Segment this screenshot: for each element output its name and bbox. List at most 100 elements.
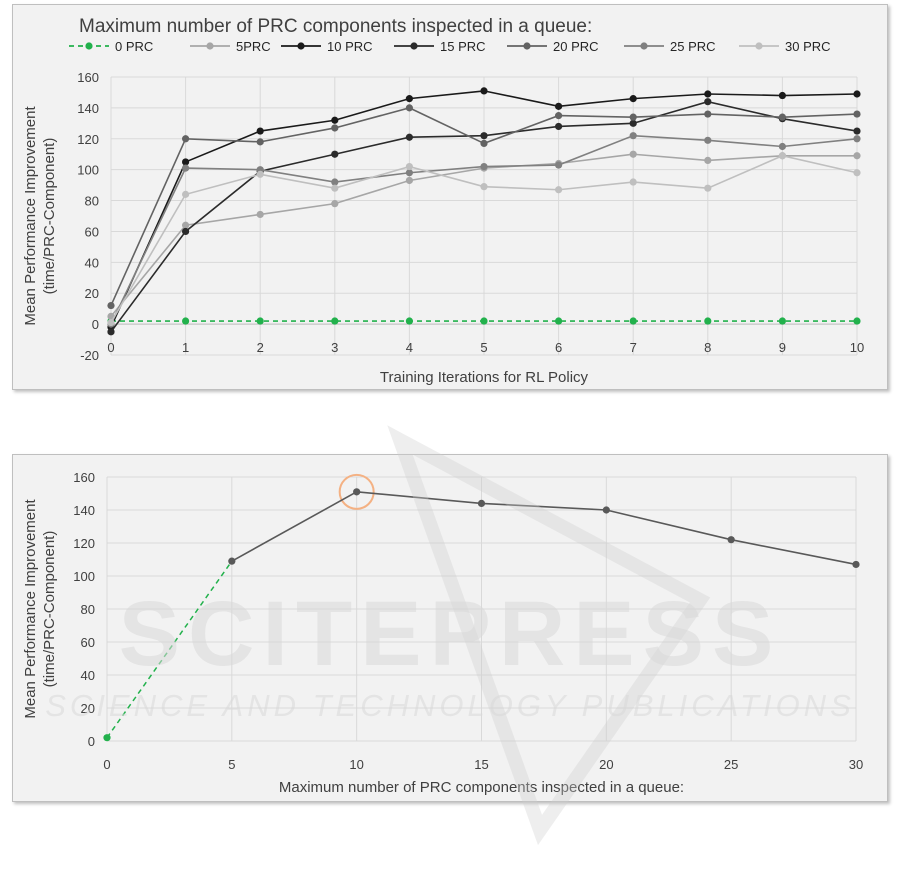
data-point (405, 95, 413, 103)
x-tick-label: 20 (599, 757, 613, 772)
data-point (629, 113, 637, 121)
data-point (182, 135, 190, 143)
y-tick-label: 40 (85, 255, 99, 270)
data-point (256, 170, 264, 178)
data-point (331, 178, 339, 186)
data-point (555, 102, 563, 110)
data-point (629, 317, 637, 325)
y-tick-label: 140 (77, 101, 99, 116)
data-point (555, 112, 563, 120)
x-tick-label: 6 (555, 340, 562, 355)
y-tick-label: 100 (73, 569, 95, 584)
data-point (555, 122, 563, 131)
data-point (182, 164, 190, 172)
legend-marker (410, 42, 418, 50)
x-tick-label: 2 (257, 340, 264, 355)
x-tick-label: 30 (849, 757, 863, 772)
y-tick-label: 0 (88, 734, 95, 749)
y-tick-label: 100 (77, 163, 99, 178)
data-point (256, 210, 264, 219)
data-point (555, 161, 563, 169)
data-point (331, 200, 339, 208)
x-tick-label: 10 (349, 757, 363, 772)
data-point (103, 734, 111, 742)
y-axis-title-line: Mean Performance Improvement (22, 499, 39, 719)
data-point (629, 178, 637, 186)
data-point (331, 124, 339, 132)
x-tick-label: 3 (331, 340, 338, 355)
data-point (704, 317, 712, 325)
data-point (405, 317, 413, 325)
dashed-segment-line (106, 560, 233, 739)
legend-label: 5PRC (236, 39, 271, 54)
y-tick-label: 20 (85, 286, 99, 301)
x-tick-label: 7 (630, 340, 637, 355)
legend-label: 20 PRC (553, 39, 599, 54)
data-point (629, 150, 637, 158)
data-point (852, 560, 860, 569)
x-tick-label: 8 (704, 340, 711, 355)
legend-label: 10 PRC (327, 39, 373, 54)
data-point (853, 90, 861, 98)
legend-label: 25 PRC (670, 39, 716, 54)
x-tick-label: 1 (182, 340, 189, 355)
x-tick-label: 0 (107, 340, 114, 355)
x-tick-label: 4 (406, 340, 413, 355)
max-prc-chart: 0 20 40 60 80 100 120 140 160 0 5 10 15 20 25 30 Maximum… (22, 470, 863, 796)
data-point (477, 499, 486, 507)
data-point (778, 91, 787, 100)
x-axis-title: Training Iterations for RL Policy (380, 369, 589, 386)
data-point (778, 152, 787, 160)
legend-label: 15 PRC (440, 39, 486, 54)
data-point (778, 142, 787, 151)
x-tick-label: 5 (228, 757, 235, 772)
y-axis-title-line: (time/PRC-Component) (41, 531, 58, 688)
y-tick-label: 60 (85, 224, 99, 239)
data-point (480, 87, 488, 95)
training-iterations-chart: Maximum number of PRC components inspect… (22, 16, 864, 386)
data-point (182, 317, 190, 325)
data-point (602, 506, 610, 514)
data-point (256, 127, 264, 135)
training-iterations-chart-panel: Maximum number of PRC components inspect… (12, 4, 888, 390)
data-point (182, 190, 190, 198)
data-point (853, 169, 861, 177)
data-point (704, 98, 712, 106)
data-point (405, 176, 413, 185)
data-point (778, 113, 787, 121)
x-tick-label: 9 (779, 340, 786, 355)
data-point (405, 104, 413, 112)
chart-title: Maximum number of PRC components inspect… (79, 16, 592, 37)
data-point (555, 317, 563, 325)
y-axis-title-line: (time/PRC-Component) (41, 138, 58, 295)
data-point (331, 317, 339, 325)
x-tick-label: 25 (724, 757, 738, 772)
data-point (256, 317, 264, 325)
data-point (331, 184, 339, 192)
legend-marker (85, 42, 93, 50)
data-point (853, 110, 861, 118)
data-point (480, 183, 488, 191)
x-axis-title: Maximum number of PRC components inspect… (279, 779, 684, 796)
legend-label: 0 PRC (115, 39, 153, 54)
data-point (480, 139, 488, 148)
x-tick-label: 0 (103, 757, 110, 772)
y-tick-label: 120 (73, 536, 95, 551)
data-point (555, 186, 563, 194)
data-point (480, 162, 488, 171)
data-point (704, 184, 712, 192)
data-point (405, 133, 413, 141)
data-point (704, 90, 712, 98)
data-point (107, 301, 115, 310)
data-point (480, 317, 488, 325)
data-point (107, 328, 115, 336)
data-point (182, 227, 190, 236)
data-point (629, 132, 637, 140)
y-tick-label: 140 (73, 503, 95, 518)
y-tick-label: 160 (77, 70, 99, 85)
x-tick-label: 5 (480, 340, 487, 355)
data-point (629, 119, 637, 127)
legend-marker (206, 42, 214, 50)
legend-marker (297, 42, 305, 50)
data-point (704, 156, 712, 164)
